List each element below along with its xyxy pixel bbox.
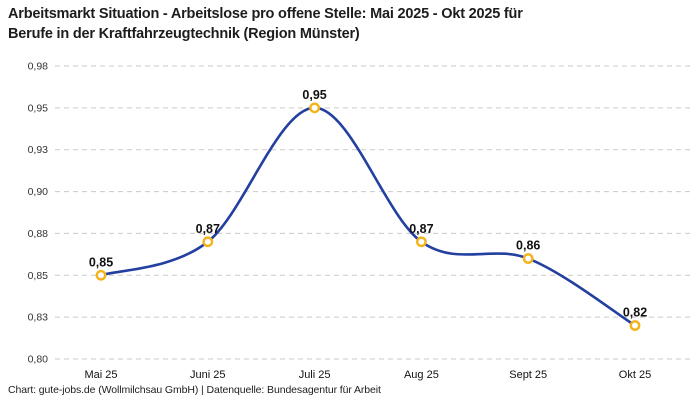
data-point-marker [95,269,107,281]
chart-title-line1: Arbeitsmarkt Situation - Arbeitslose pro… [8,6,523,22]
x-axis-tick-label: Aug 25 [404,369,439,381]
x-axis-tick-label: Okt 25 [619,369,651,381]
x-axis-tick-label: Sept 25 [509,369,547,381]
x-axis-tick-label: Mai 25 [84,369,117,381]
data-point-label: 0,87 [196,222,220,236]
series-line [99,106,637,327]
y-axis-tick-label: 0,98 [28,61,49,73]
data-point-marker [202,236,214,248]
data-point-label: 0,82 [623,306,647,320]
x-axis-tick-label: Juni 25 [190,369,225,381]
y-axis-tick-label: 0,83 [28,312,49,324]
data-point-label: 0,86 [516,239,540,253]
data-point-marker [415,236,427,248]
y-axis-tick-label: 0,85 [28,270,49,282]
y-axis-tick-label: 0,88 [28,228,49,240]
chart-title-line2: Berufe in der Kraftfahrzeugtechnik (Regi… [8,26,360,42]
data-point-marker [309,102,320,114]
data-point-label: 0,87 [409,222,433,236]
y-axis-tick-label: 0,93 [28,144,49,156]
chart-footer: Chart: gute-jobs.de (Wollmilchsau GmbH) … [8,384,381,396]
chart-title: Arbeitsmarkt Situation - Arbeitslose pro… [8,4,688,44]
data-point-marker [629,320,641,331]
y-axis-tick-label: 0,95 [28,102,49,114]
x-axis-tick-label: Juli 25 [299,369,331,381]
data-point-label: 0,85 [89,255,113,269]
y-axis-tick-label: 0,80 [28,354,49,366]
data-point-label: 0,95 [302,88,326,102]
y-axis-tick-label: 0,90 [28,186,49,198]
data-point-marker [522,253,534,264]
